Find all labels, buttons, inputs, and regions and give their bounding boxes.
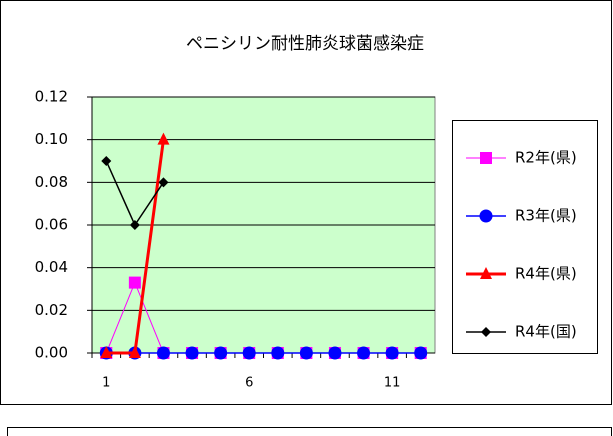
marker	[156, 346, 170, 360]
marker	[157, 132, 170, 145]
marker	[158, 177, 169, 188]
marker	[128, 276, 141, 289]
marker	[480, 152, 492, 164]
marker	[101, 156, 112, 166]
chart-title: ペニシリン耐性肺炎球菌感染症	[186, 34, 424, 54]
y-tick-label: 0.10	[35, 130, 68, 148]
legend-label: R2年(県)	[515, 149, 577, 167]
marker	[479, 209, 493, 223]
marker	[299, 346, 313, 360]
marker	[481, 327, 491, 337]
marker	[100, 346, 113, 358]
y-tick-label: 0.04	[35, 258, 68, 276]
legend-label: R4年(県)	[515, 265, 577, 283]
legend-label: R3年(県)	[515, 207, 577, 225]
marker	[271, 346, 285, 360]
y-tick-label: 0.12	[35, 88, 68, 106]
marker	[328, 346, 342, 360]
x-tick-label: 6	[245, 376, 253, 391]
marker	[242, 346, 256, 360]
y-tick-label: 0.00	[35, 344, 68, 362]
x-tick-label: 11	[384, 376, 401, 391]
marker	[385, 346, 399, 360]
y-tick-label: 0.08	[35, 173, 68, 191]
marker	[185, 346, 199, 360]
next-chart-border	[7, 427, 612, 436]
marker	[128, 346, 141, 358]
x-tick-label: 1	[102, 376, 110, 391]
y-tick-label: 0.02	[35, 301, 68, 319]
marker	[129, 220, 140, 230]
marker	[214, 346, 228, 360]
marker	[480, 267, 492, 279]
legend-box	[452, 120, 598, 354]
marker	[357, 346, 371, 360]
legend-label: R4年(国)	[515, 323, 577, 341]
y-tick-label: 0.06	[35, 216, 68, 234]
marker	[414, 346, 428, 360]
